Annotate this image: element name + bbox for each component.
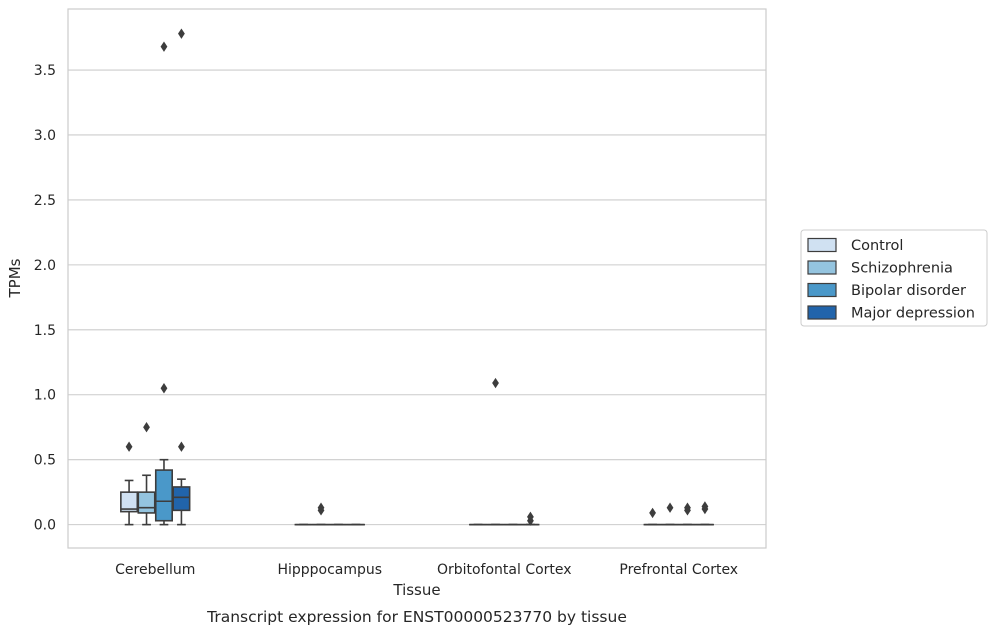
legend-frame — [800, 229, 988, 327]
box-body — [172, 486, 191, 512]
box — [120, 441, 139, 526]
box — [486, 377, 505, 526]
box — [678, 502, 697, 526]
box — [311, 502, 331, 526]
outlier-point — [178, 441, 185, 452]
y-tick-label: 2.5 — [34, 193, 56, 209]
box — [643, 507, 662, 526]
outlier-point — [701, 501, 709, 512]
legend-swatch — [807, 282, 837, 298]
x-tick-label: Hipppocampus — [277, 562, 382, 578]
y-tick-label: 3.0 — [34, 128, 56, 144]
box — [521, 511, 540, 526]
legend-label: Major depression — [851, 306, 975, 322]
box-plot-series — [120, 28, 714, 526]
outlier-point — [160, 41, 168, 52]
plot-area-frame — [67, 8, 767, 549]
box-body — [154, 469, 174, 522]
outlier-point — [649, 507, 656, 519]
y-tick-label: 2.0 — [34, 258, 56, 274]
x-axis-label: Tissue — [392, 581, 440, 599]
box — [660, 502, 680, 526]
legend-swatch — [807, 237, 837, 253]
legend-label: Control — [851, 238, 903, 254]
box-body — [137, 491, 156, 514]
outlier-point — [125, 441, 133, 452]
y-tick-label: 1.0 — [34, 388, 56, 404]
y-tick-label: 0.5 — [34, 453, 56, 469]
x-axis-ticks: Cerebellum Hipppocampus Orbitofontal Corte… — [115, 562, 738, 578]
box — [172, 28, 191, 526]
legend: Control Schizophrenia Bipolar disorder Majo… — [800, 229, 988, 327]
outlier-point — [492, 377, 499, 389]
outlier-point — [143, 422, 150, 433]
box — [154, 41, 174, 526]
y-tick-label: 1.5 — [34, 323, 56, 339]
legend-label: Bipolar disorder — [851, 283, 966, 299]
outlier-point — [178, 28, 185, 39]
x-tick-label: Prefrontal Cortex — [619, 562, 738, 578]
box — [695, 501, 714, 526]
y-axis-label: TPMs — [6, 258, 24, 298]
x-tick-label: Cerebellum — [115, 562, 195, 578]
y-axis-ticks: 0.0 0.5 1.0 1.5 2.0 2.5 3.0 3.5 — [34, 63, 56, 534]
outlier-point — [527, 511, 534, 523]
box — [137, 422, 156, 526]
x-tick-label: Orbitofontal Cortex — [437, 562, 572, 578]
y-tick-label: 0.0 — [34, 518, 56, 534]
legend-swatch — [807, 305, 837, 320]
y-tick-label: 3.5 — [34, 63, 56, 79]
outlier-point — [666, 502, 674, 513]
outlier-point — [684, 502, 691, 513]
chart-caption: Transcript expression for ENST0000052377… — [206, 608, 627, 626]
legend-swatch — [807, 260, 837, 275]
outlier-point — [160, 383, 168, 394]
outlier-point — [317, 502, 325, 513]
legend-label: Schizophrenia — [851, 261, 953, 277]
box-body — [120, 491, 139, 513]
gridlines — [68, 69, 766, 526]
